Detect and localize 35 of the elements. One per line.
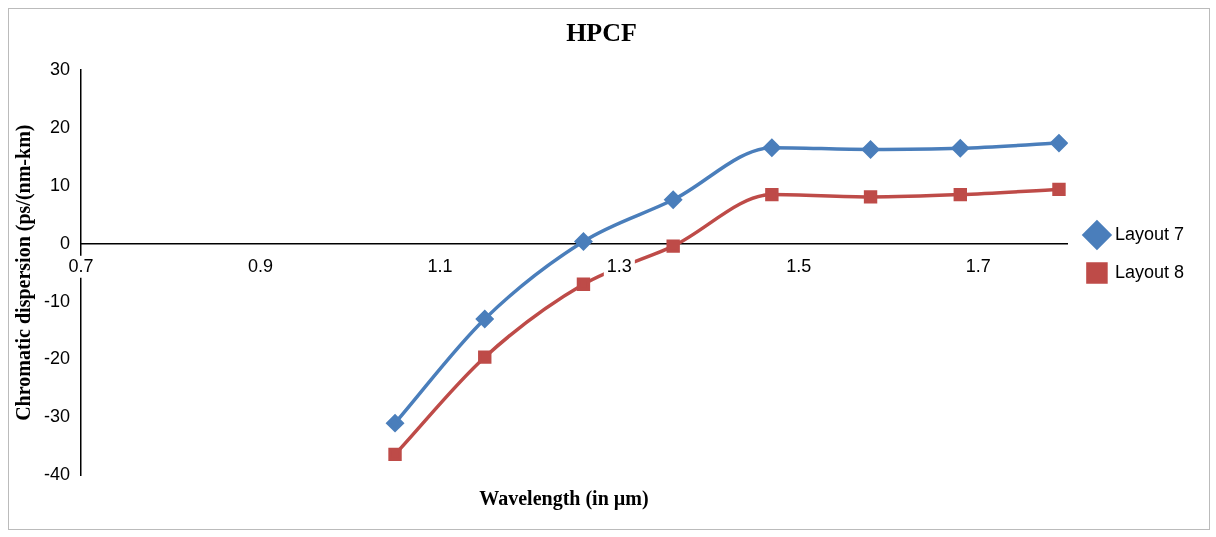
x-tick-label: 0.9 <box>247 255 273 276</box>
chart-title: HPCF <box>566 18 637 48</box>
legend-label: Layout 7 <box>1114 223 1185 244</box>
legend-label: Layout 8 <box>1114 261 1185 282</box>
point <box>478 350 492 364</box>
y-tick-label: 30 <box>49 59 71 80</box>
y-tick-label: -20 <box>44 348 71 369</box>
y-tick-label: 0 <box>60 232 71 253</box>
point <box>476 310 494 328</box>
point <box>951 139 970 158</box>
y-tick-label: -40 <box>44 464 71 485</box>
x-tick-label: 1.1 <box>427 255 453 276</box>
y-tick-label: -10 <box>44 290 71 311</box>
x-tick-label: 1.5 <box>786 255 812 276</box>
y-tick-label: 20 <box>49 117 71 138</box>
x-tick-label: 1.3 <box>606 255 632 276</box>
point <box>388 447 402 462</box>
point <box>763 138 781 157</box>
point <box>863 190 878 204</box>
point <box>1050 134 1068 152</box>
point <box>576 277 591 291</box>
point <box>574 232 593 251</box>
x-tick-label: 0.7 <box>68 255 94 276</box>
point <box>1052 182 1066 197</box>
point <box>953 187 967 202</box>
point <box>386 414 404 432</box>
y-axis-title: Chromatic dispersion (ps/(nm-km) <box>12 124 36 421</box>
x-tick-label: 1.7 <box>965 255 991 276</box>
point <box>666 239 680 253</box>
x-axis-title: Wavelength (in µm) <box>478 487 650 510</box>
y-tick-label: 10 <box>49 174 71 195</box>
point <box>765 187 779 202</box>
point <box>861 140 880 159</box>
y-tick-label: -30 <box>44 406 71 427</box>
point <box>664 191 682 209</box>
